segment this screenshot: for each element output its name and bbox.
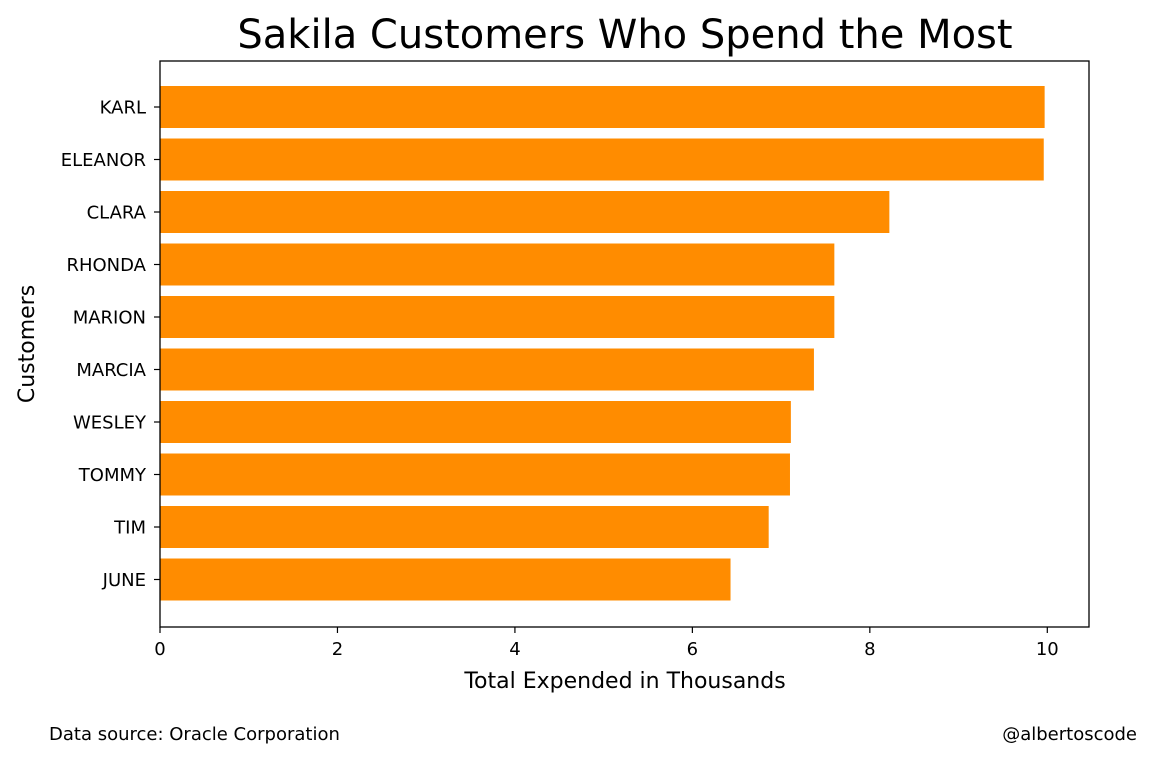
y-tick-label-eleanor: ELEANOR bbox=[61, 150, 146, 171]
x-tick-label-6: 6 bbox=[687, 639, 698, 660]
bar-karl bbox=[160, 86, 1045, 128]
bar-marion bbox=[160, 296, 835, 338]
x-tick-label-2: 2 bbox=[332, 639, 343, 660]
y-tick-label-rhonda: RHONDA bbox=[66, 255, 146, 276]
bars-group bbox=[160, 86, 1045, 601]
x-tick-label-4: 4 bbox=[509, 639, 520, 660]
y-tick-label-karl: KARL bbox=[100, 98, 146, 119]
x-axis-ticks: 0 2 4 6 8 10 bbox=[154, 627, 1059, 660]
y-tick-label-clara: CLARA bbox=[87, 203, 147, 224]
x-axis-title: Total Expended in Thousands bbox=[463, 669, 785, 694]
x-tick-label-0: 0 bbox=[154, 639, 165, 660]
y-tick-label-marcia: MARCIA bbox=[76, 360, 146, 381]
y-tick-label-tim: TIM bbox=[113, 518, 146, 539]
y-axis-ticks: KARL ELEANOR CLARA RHONDA MARION MARCIA WESLEY… bbox=[61, 98, 160, 591]
y-tick-label-june: JUNE bbox=[102, 570, 146, 591]
bar-eleanor bbox=[160, 138, 1044, 181]
bar-clara bbox=[160, 191, 890, 233]
x-tick-label-8: 8 bbox=[864, 639, 875, 660]
plot-frame bbox=[159, 60, 1090, 628]
bar-wesley bbox=[160, 401, 791, 443]
bar-tommy bbox=[160, 453, 790, 496]
bar-june bbox=[160, 558, 731, 601]
x-tick-label-10: 10 bbox=[1036, 639, 1059, 660]
bar-marcia bbox=[160, 348, 814, 391]
bar-tim bbox=[160, 506, 769, 548]
author-credit: @albertoscode bbox=[1002, 724, 1137, 745]
chart-title: Sakila Customers Who Spend the Most bbox=[237, 12, 1012, 58]
y-tick-label-tommy: TOMMY bbox=[78, 465, 147, 486]
y-tick-label-wesley: WESLEY bbox=[73, 413, 147, 434]
data-source-note: Data source: Oracle Corporation bbox=[49, 724, 340, 745]
y-tick-label-marion: MARION bbox=[73, 308, 146, 329]
bar-rhonda bbox=[160, 243, 835, 286]
y-axis-title: Customers bbox=[15, 285, 40, 403]
